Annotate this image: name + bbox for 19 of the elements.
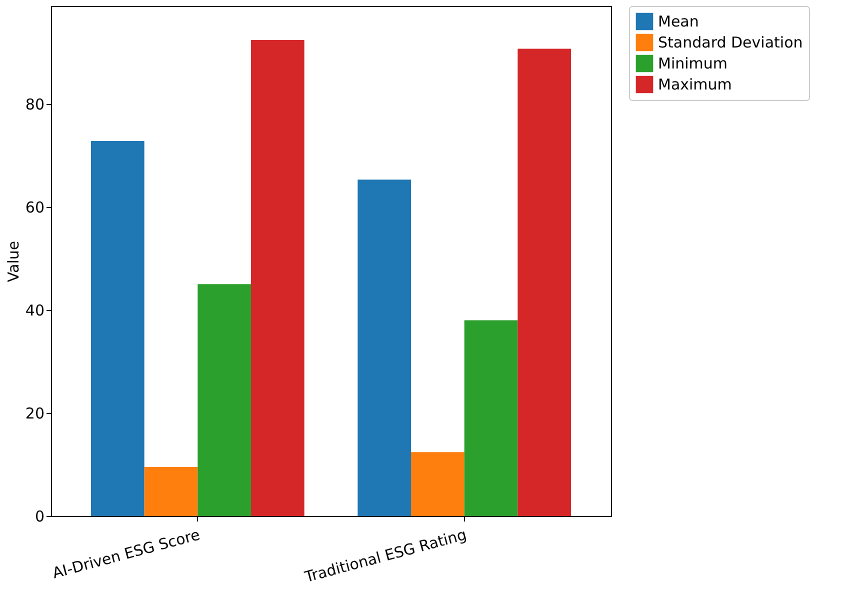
x-tick-label: AI-Driven ESG Score	[50, 526, 202, 582]
y-tick-label: 80	[25, 95, 44, 114]
bar	[251, 40, 304, 516]
bar	[91, 140, 144, 516]
bar	[144, 467, 198, 516]
y-tick-label: 0	[34, 508, 44, 526]
bar	[464, 320, 518, 516]
bar	[358, 180, 411, 516]
y-tick-label: 60	[25, 198, 44, 216]
legend-label: Minimum	[658, 54, 728, 72]
y-tick-label: 20	[25, 404, 44, 422]
legend-label: Maximum	[658, 76, 732, 94]
legend-label: Standard Deviation	[658, 34, 803, 52]
bar	[518, 48, 571, 516]
bar	[411, 452, 464, 516]
legend-label: Mean	[658, 12, 699, 30]
bar	[198, 284, 251, 516]
y-axis-title: Value	[4, 240, 22, 282]
y-tick-label: 40	[25, 301, 44, 320]
